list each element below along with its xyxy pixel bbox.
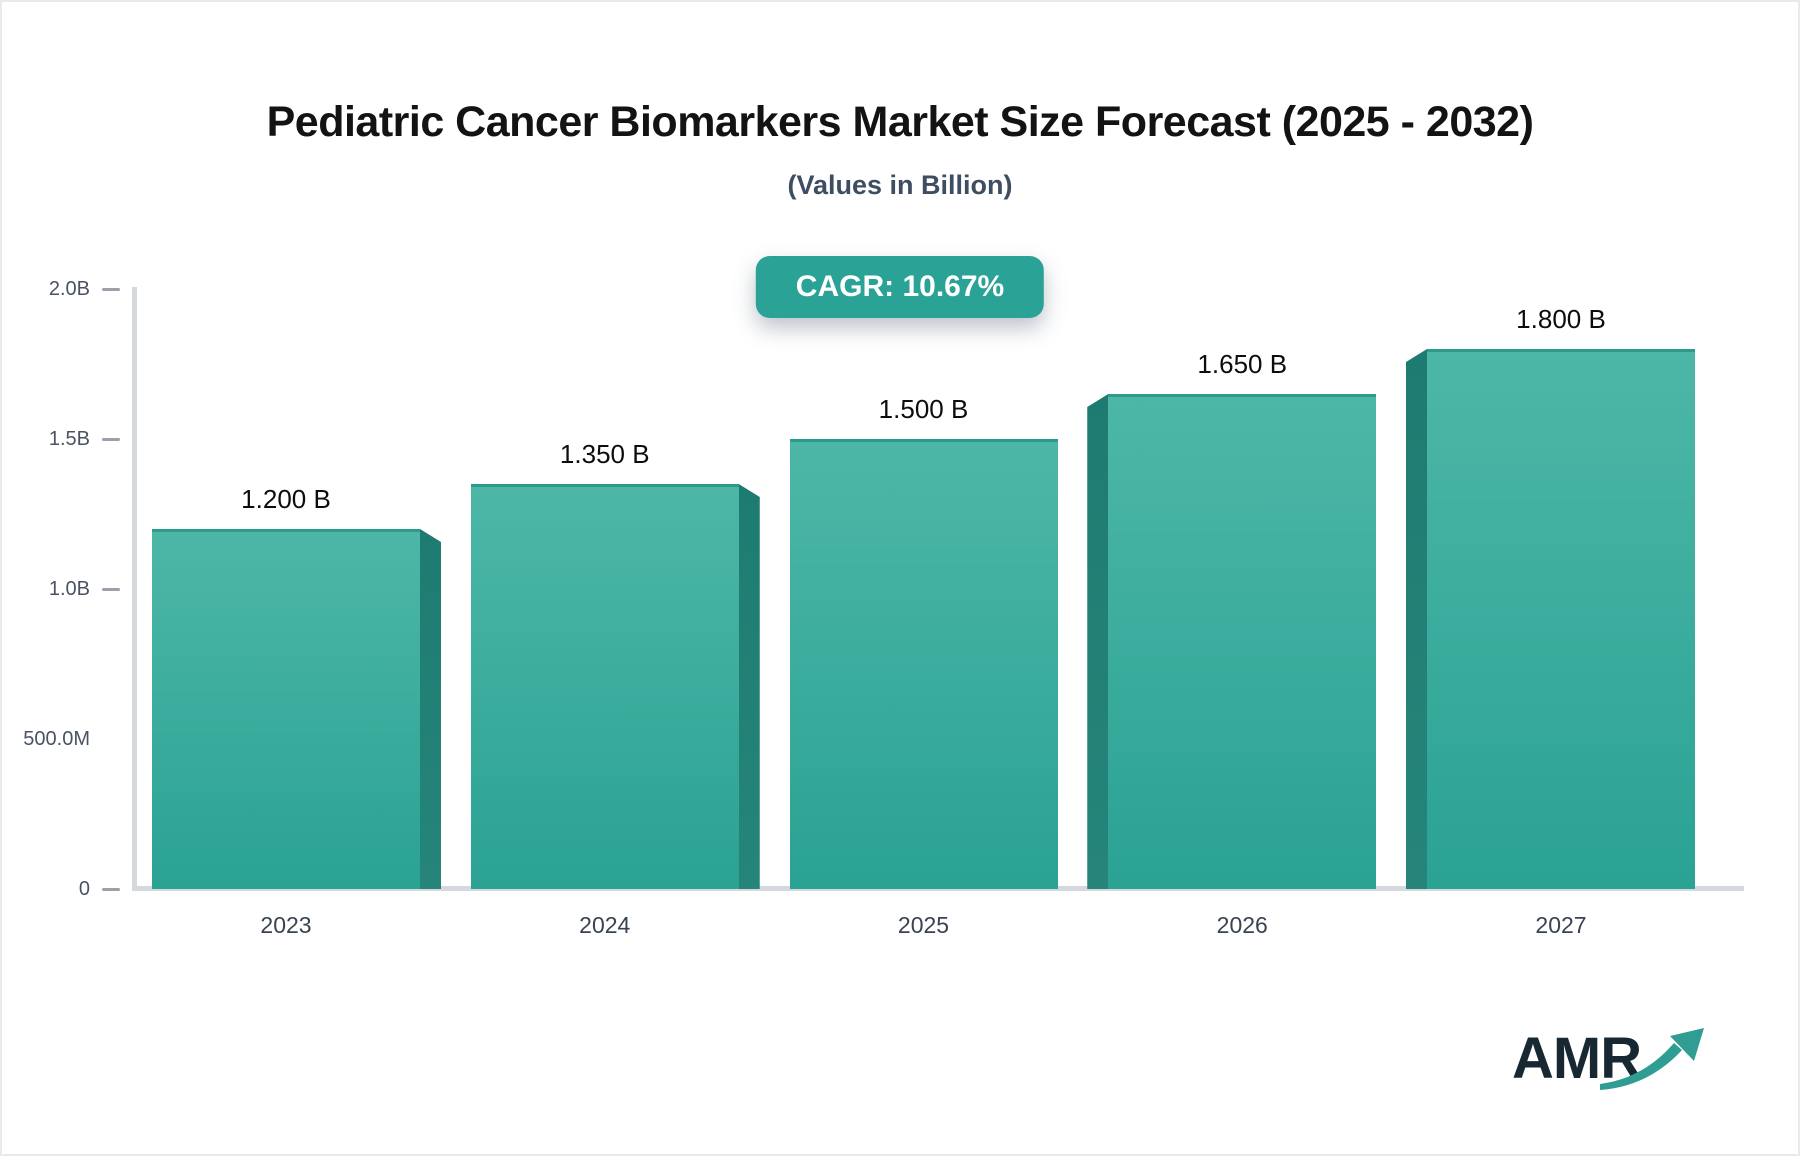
y-tick-dash-2.0B: [102, 288, 120, 291]
y-tick-label-500.0M: 500.0M: [23, 728, 90, 750]
bar-value-2026: 1.650 B: [1197, 349, 1288, 379]
bar-3d-side-2027: [1406, 349, 1427, 889]
x-axis-label-2023: 2023: [260, 912, 312, 938]
cagr-badge: CAGR: 10.67%: [755, 256, 1045, 318]
x-axis-label-2025: 2025: [897, 912, 950, 938]
y-tick-label-2.0B: 2.0B: [48, 278, 90, 300]
bar-value-2025: 1.500 B: [878, 394, 969, 424]
y-axis-line: [132, 287, 137, 891]
y-tick-label-0: 0: [78, 878, 90, 900]
bar-3d-side-2026: [1087, 394, 1109, 889]
x-axis-label-2024: 2024: [579, 912, 631, 938]
bar-value-2027: 1.800 B: [1516, 304, 1606, 334]
amr-logo: AMR: [1512, 1020, 1704, 1100]
y-tick-dash-1.0B: [102, 588, 120, 591]
x-axis-label-2026: 2026: [1216, 912, 1268, 938]
y-tick-dash-1.5B: [102, 438, 120, 441]
y-tick-label-1.0B: 1.0B: [48, 578, 90, 600]
bar-2024[interactable]: [470, 484, 739, 889]
bar-2025[interactable]: [789, 439, 1058, 889]
chart-title: Pediatric Cancer Biomarkers Market Size …: [266, 98, 1534, 146]
bar-value-2023: 1.200 B: [241, 484, 331, 514]
bar-2023[interactable]: [152, 529, 420, 889]
bar-3d-side-2023: [420, 529, 441, 889]
y-tick-dash-0: [102, 888, 120, 891]
bar-2026[interactable]: [1108, 394, 1377, 889]
bar-2027[interactable]: [1427, 349, 1695, 889]
y-tick-label-1.5B: 1.5B: [48, 428, 90, 450]
x-axis-label-2027: 2027: [1535, 912, 1587, 938]
growth-arrow-icon: [1600, 1028, 1704, 1090]
bar-3d-side-2024: [738, 484, 760, 889]
chart-subtitle: (Values in Billion): [787, 170, 1013, 200]
bar-value-2024: 1.350 B: [559, 439, 650, 469]
